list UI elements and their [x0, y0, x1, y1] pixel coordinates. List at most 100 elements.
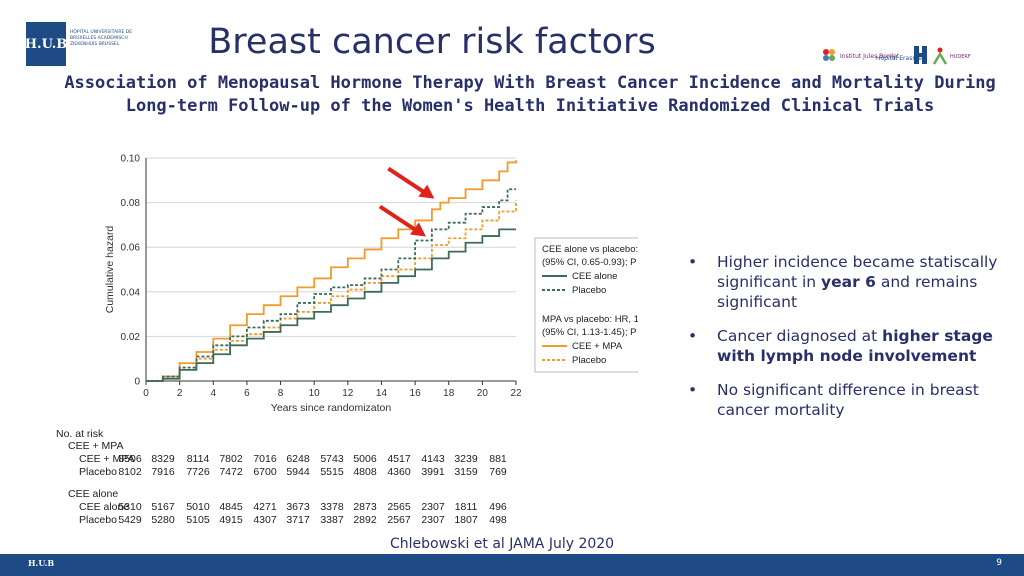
- at-risk-cell: 3717: [286, 514, 310, 526]
- legend-1-entry: Placebo: [572, 285, 606, 296]
- at-risk-cell: 6248: [286, 453, 310, 465]
- series-line-cee-mpa: [146, 160, 517, 382]
- bordet-logo: Institut Jules Bordet: [823, 49, 900, 61]
- at-risk-cell: 7802: [219, 453, 243, 465]
- x-tick-label: 18: [443, 388, 455, 399]
- subtitle-line-2: Long-term Follow-up of the Women's Healt…: [125, 96, 935, 116]
- at-risk-cell: 2307: [421, 501, 445, 513]
- at-risk-cell: 5167: [151, 501, 175, 513]
- subtitle-line-1: Association of Menopausal Hormone Therap…: [64, 73, 996, 93]
- y-tick-label: 0.06: [121, 243, 141, 254]
- at-risk-row-label: CEE + MPA: [79, 453, 135, 465]
- at-risk-cell: 8102: [118, 466, 142, 478]
- annotation-arrow-head: [409, 222, 426, 237]
- footer-logo: H.U.B: [28, 558, 55, 568]
- x-tick-label: 2: [177, 388, 183, 399]
- y-tick-label: 0.10: [121, 154, 141, 165]
- at-risk-cell: 4915: [219, 514, 243, 526]
- at-risk-row-label: Placebo: [79, 466, 117, 478]
- at-risk-cell: 6700: [253, 466, 277, 478]
- at-risk-cell: 4517: [387, 453, 411, 465]
- legend-2-title: MPA vs placebo: HR, 1.28: [542, 314, 638, 325]
- erasme-logo: Hôpital Erasme: [876, 46, 927, 64]
- bullet-marker: •: [688, 327, 698, 345]
- at-risk-cell: 881: [489, 453, 507, 465]
- page-subtitle: Association of Menopausal Hormone Therap…: [40, 72, 1020, 118]
- x-tick-label: 10: [309, 388, 321, 399]
- at-risk-cell: 5743: [320, 453, 344, 465]
- y-tick-label: 0: [134, 377, 140, 388]
- legend-2-entry: CEE + MPA: [572, 341, 623, 352]
- hub-logo-text: HÔPITAL UNIVERSITAIRE DE BRUXELLES ACADE…: [70, 30, 133, 47]
- bullet-text: Cancer diagnosed at: [717, 327, 883, 345]
- series-line-cee-alone: [146, 228, 516, 382]
- at-risk-cell: 3159: [454, 466, 478, 478]
- legend-2-ci: (95% CI, 1.13-1.45); P <.001: [542, 327, 638, 338]
- at-risk-cell: 7726: [186, 466, 210, 478]
- x-tick-label: 4: [210, 388, 216, 399]
- x-tick-label: 12: [342, 388, 354, 399]
- at-risk-cell: 5105: [186, 514, 210, 526]
- at-risk-cell: 5429: [118, 514, 142, 526]
- legend-1-title: CEE alone vs placebo: HR, 0.78: [542, 244, 638, 255]
- at-risk-cell: 3378: [320, 501, 344, 513]
- at-risk-cell: 8114: [186, 453, 210, 465]
- bullet-text: No significant difference in breast canc…: [717, 381, 979, 419]
- at-risk-group-name: CEE alone: [68, 488, 119, 500]
- at-risk-cell: 1811: [454, 501, 478, 513]
- cumulative-hazard-chart: 0 0.02 0.04 0.06 0.08 0.10 0 2 4 6 8 10 12 14 16 18 20 22…: [104, 154, 638, 414]
- at-risk-cell: 4360: [387, 466, 411, 478]
- at-risk-cell: 5310: [118, 501, 142, 513]
- x-tick-label: 16: [410, 388, 422, 399]
- series-line-placebo-cee-alone-trial-: [146, 188, 516, 382]
- bullet-item: • Higher incidence became statiscally sig…: [688, 252, 1014, 312]
- hub-logo: H.U.B: [25, 22, 67, 66]
- annotation-arrow-head: [418, 184, 435, 199]
- at-risk-cell: 3387: [320, 514, 344, 526]
- at-risk-cell: 2567: [387, 514, 411, 526]
- bullet-text: and remains significant: [717, 273, 978, 311]
- x-tick-label: 20: [477, 388, 489, 399]
- page-number: 9: [996, 558, 1002, 568]
- x-tick-label: 8: [278, 388, 284, 399]
- at-risk-cell: 2565: [387, 501, 411, 513]
- legend-1-entry: CEE alone: [572, 271, 617, 282]
- key-findings-list: • Higher incidence became statiscally sig…: [688, 252, 1014, 434]
- bullet-emphasis: year 6: [821, 273, 876, 291]
- at-risk-cell: 7916: [151, 466, 175, 478]
- y-tick-label: 0.04: [121, 287, 141, 298]
- x-tick-label: 6: [244, 388, 250, 399]
- bullet-text: Higher incidence became statiscally sign…: [717, 253, 998, 291]
- at-risk-row-label: CEE alone: [79, 501, 130, 513]
- at-risk-cell: 4808: [353, 466, 377, 478]
- bullet-marker: •: [688, 253, 698, 271]
- legend-box: [534, 237, 638, 373]
- page-title: Breast cancer risk factors: [208, 22, 656, 62]
- huderf-logo: HUDERF: [932, 47, 971, 65]
- partner-logo-2: Hôpital Erasme: [876, 55, 922, 62]
- at-risk-cell: 8506: [118, 453, 142, 465]
- at-risk-row-label: Placebo: [79, 514, 117, 526]
- at-risk-cell: 4307: [253, 514, 277, 526]
- at-risk-cell: 4143: [421, 453, 445, 465]
- legend-1-ci: (95% CI, 0.65-0.93); P = .005: [542, 257, 638, 268]
- at-risk-cell: 4271: [253, 501, 277, 513]
- bullet-emphasis: higher stage with lymph node involvement: [717, 327, 993, 365]
- at-risk-cell: 3239: [454, 453, 478, 465]
- citation: Chlebowski et al JAMA July 2020: [390, 536, 615, 552]
- y-axis-label: Cumulative hazard: [104, 226, 116, 314]
- at-risk-cell: 769: [489, 466, 507, 478]
- footer-bar: H.U.B 9: [0, 554, 1024, 576]
- at-risk-cell: 8329: [151, 453, 175, 465]
- bullet-item: • Cancer diagnosed at higher stage with l…: [688, 326, 1014, 366]
- at-risk-cell: 7016: [253, 453, 277, 465]
- x-tick-label: 0: [143, 388, 149, 399]
- at-risk-cell: 5515: [320, 466, 344, 478]
- at-risk-cell: 2892: [353, 514, 377, 526]
- y-tick-label: 0.08: [121, 198, 141, 209]
- annotation-arrow-shaft: [378, 204, 420, 234]
- at-risk-cell: 498: [489, 514, 507, 526]
- partner-logo-1: Institut Jules Bordet: [840, 53, 900, 60]
- y-tick-label: 0.02: [121, 332, 141, 343]
- at-risk-cell: 2873: [353, 501, 377, 513]
